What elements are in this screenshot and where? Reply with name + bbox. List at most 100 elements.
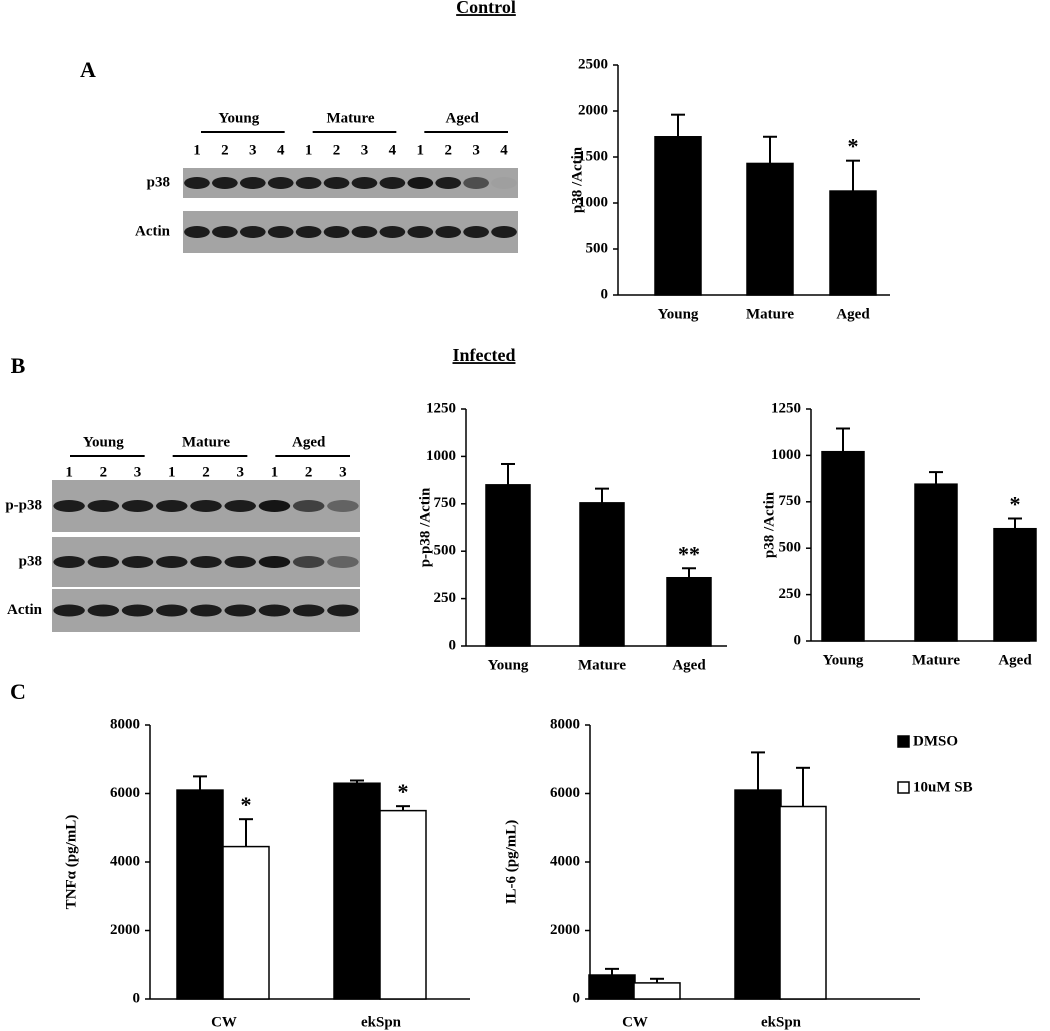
y-tick-label: 1250 xyxy=(771,400,801,416)
bar xyxy=(222,845,270,1000)
blot-band xyxy=(224,604,256,617)
y-tick-label: 6000 xyxy=(110,785,140,801)
y-tick-label: 1250 xyxy=(426,400,456,416)
bar xyxy=(588,974,636,1000)
y-tick-label: 500 xyxy=(434,543,457,559)
y-axis-label: p38 /Actin xyxy=(761,491,777,558)
bar xyxy=(993,527,1037,642)
blot-band xyxy=(463,226,489,238)
blot-band xyxy=(121,604,154,617)
blot-band xyxy=(156,604,188,617)
blot-group-label: Young xyxy=(83,434,124,450)
lane-label: 3 xyxy=(134,464,142,480)
blot-band xyxy=(491,177,517,189)
blot-band xyxy=(295,226,322,238)
blot-band xyxy=(323,226,350,238)
lane-label: 4 xyxy=(277,142,285,158)
legend-label: 10uM SB xyxy=(913,779,973,795)
y-axis-label: IL-6 (pg/mL) xyxy=(503,820,519,905)
blot-group-label: Mature xyxy=(326,110,374,126)
lane-label: 1 xyxy=(271,464,279,480)
legend-label: DMSO xyxy=(913,733,958,749)
y-tick-label: 500 xyxy=(586,240,609,256)
blot-band xyxy=(463,177,489,189)
annotation: * xyxy=(398,779,409,804)
bar xyxy=(485,484,531,647)
lane-label: 1 xyxy=(193,142,201,158)
y-tick-label: 2000 xyxy=(110,922,140,938)
blot-band xyxy=(258,604,291,617)
bar xyxy=(914,483,958,642)
blot-strip xyxy=(183,211,518,253)
bar xyxy=(633,982,681,1000)
lane-label: 1 xyxy=(65,464,73,480)
blot-band xyxy=(258,500,291,512)
y-tick-label: 1000 xyxy=(578,194,608,210)
blot-group-label: Aged xyxy=(445,110,479,126)
bar xyxy=(333,782,381,1000)
blot-band xyxy=(327,500,359,512)
y-axis-label: TNFα (pg/mL) xyxy=(63,815,79,910)
bar xyxy=(379,809,427,1000)
lane-label: 4 xyxy=(389,142,397,158)
blot-row-label: p38 xyxy=(147,174,170,190)
blot-row-label: Actin xyxy=(7,602,43,618)
annotation: ** xyxy=(678,541,700,566)
blot-band xyxy=(435,226,462,238)
y-tick-label: 2000 xyxy=(578,102,608,118)
blot-band xyxy=(190,604,222,617)
blot-band xyxy=(190,556,222,568)
y-tick-label: 250 xyxy=(434,590,457,606)
lane-label: 3 xyxy=(236,464,244,480)
panel-label: A xyxy=(80,57,96,82)
blot-band xyxy=(327,604,359,617)
blot-band xyxy=(53,500,85,512)
y-tick-label: 0 xyxy=(573,990,581,1006)
blot-band xyxy=(351,226,378,238)
blot-band xyxy=(121,556,154,568)
lane-label: 1 xyxy=(305,142,313,158)
blot-band xyxy=(53,556,85,568)
blot-band xyxy=(121,500,154,512)
blot-band xyxy=(327,556,359,568)
x-tick-label: Young xyxy=(823,652,864,668)
annotation: * xyxy=(848,134,859,159)
x-tick-label: CW xyxy=(211,1014,237,1030)
blot-band xyxy=(212,226,238,238)
blot-band xyxy=(239,177,266,189)
blot-band xyxy=(292,556,325,568)
lane-label: 2 xyxy=(305,464,313,480)
x-tick-label: Young xyxy=(658,306,699,322)
y-tick-label: 0 xyxy=(601,286,609,302)
lane-label: 2 xyxy=(202,464,210,480)
legend-swatch xyxy=(897,781,910,794)
y-tick-label: 1000 xyxy=(771,447,801,463)
blot-band xyxy=(407,226,434,238)
blot-band xyxy=(491,226,517,238)
lane-label: 3 xyxy=(361,142,369,158)
legend-swatch xyxy=(897,735,910,748)
blot-band xyxy=(212,177,238,189)
blot-band xyxy=(351,177,378,189)
y-tick-label: 2000 xyxy=(550,922,580,938)
y-tick-label: 8000 xyxy=(110,716,140,732)
blot-band xyxy=(407,177,434,189)
blot-group-label: Young xyxy=(218,110,259,126)
bar xyxy=(779,805,827,1000)
y-tick-label: 0 xyxy=(449,637,457,653)
blot-band xyxy=(239,226,266,238)
y-tick-label: 500 xyxy=(779,540,802,556)
bar xyxy=(654,136,702,296)
bar xyxy=(579,502,625,647)
blot-band xyxy=(224,556,256,568)
y-tick-label: 8000 xyxy=(550,716,580,732)
x-tick-label: ekSpn xyxy=(361,1014,402,1030)
y-tick-label: 250 xyxy=(779,586,802,602)
blot-band xyxy=(379,177,406,189)
blot-row-label: p38 xyxy=(19,553,42,569)
y-axis-label: p-p38 /Actin xyxy=(417,487,433,567)
bar xyxy=(176,789,224,1000)
panel-label: B xyxy=(11,353,26,378)
y-tick-label: 4000 xyxy=(110,853,140,869)
blot-band xyxy=(87,604,120,617)
